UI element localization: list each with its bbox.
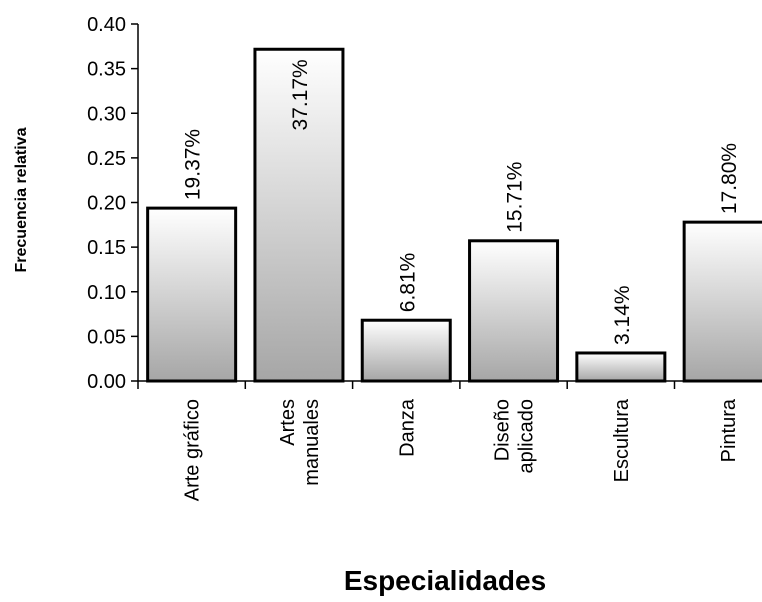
y-tick-label: 0.05	[87, 326, 126, 348]
bar	[146, 206, 238, 383]
data-label: 17.80%	[718, 143, 741, 214]
y-axis-label: Frecuencia relativa	[13, 127, 30, 272]
data-label: 37.17%	[289, 59, 312, 130]
x-axis-label: Especialidades	[344, 565, 546, 596]
data-label: 15.71%	[504, 162, 527, 233]
data-label: 19.37%	[182, 129, 205, 200]
category-label: Artes	[277, 399, 299, 446]
category-label: Pintura	[718, 398, 740, 462]
bars	[146, 47, 762, 383]
y-tick-label: 0.00	[87, 371, 126, 393]
bar	[575, 351, 667, 383]
category-label: Arte gráfico	[182, 399, 204, 501]
category-label: Escultura	[611, 398, 633, 482]
category-label: Diseño	[492, 399, 514, 461]
bar	[360, 318, 452, 383]
y-tick-label: 0.30	[87, 103, 126, 125]
y-tick-label: 0.35	[87, 59, 126, 81]
y-tick-label: 0.20	[87, 193, 126, 215]
y-tick-label: 0.15	[87, 237, 126, 259]
bar	[253, 47, 345, 383]
bar	[468, 239, 560, 383]
bar	[682, 220, 762, 383]
data-label: 3.14%	[611, 285, 634, 345]
y-tick-label: 0.40	[87, 14, 126, 36]
category-label: Danza	[396, 398, 418, 457]
category-label: manuales	[301, 399, 323, 486]
y-tick-label: 0.10	[87, 282, 126, 304]
y-tick-label: 0.25	[87, 148, 126, 170]
labels: 19.37% Arte gráfico 37.17% Artes manuales 6.8…	[182, 59, 742, 501]
category-label: aplicado	[516, 399, 538, 474]
data-label: 6.81%	[396, 253, 419, 313]
axes: 0.00 0.05 0.10 0.15 0.20 0.25 0.30 0.35 0.40	[87, 14, 762, 393]
